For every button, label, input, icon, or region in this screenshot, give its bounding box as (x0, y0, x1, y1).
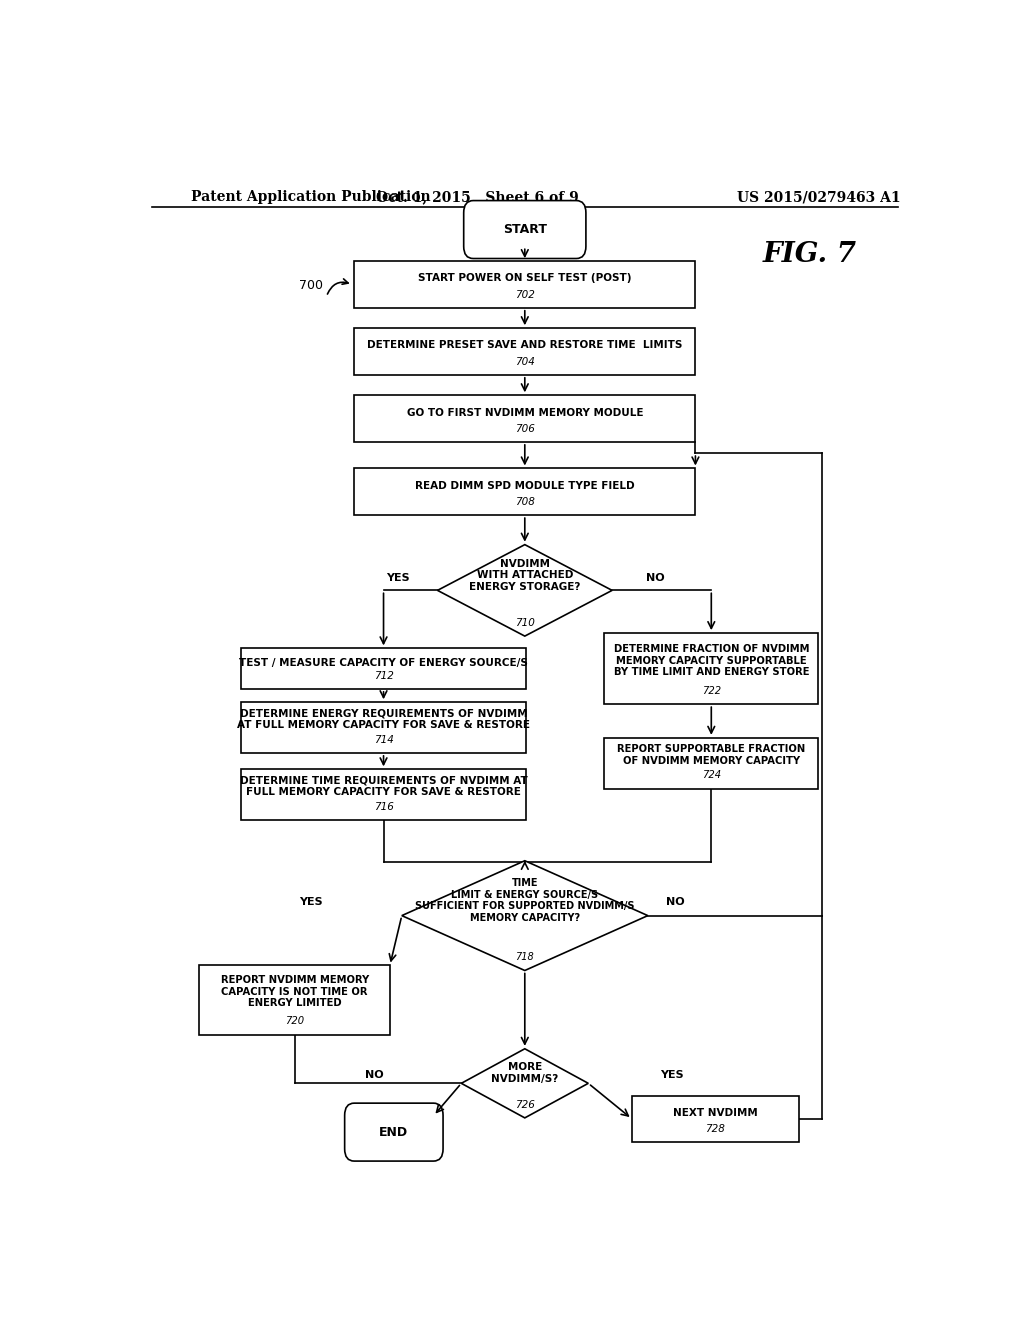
Text: REPORT NVDIMM MEMORY
CAPACITY IS NOT TIME OR
ENERGY LIMITED: REPORT NVDIMM MEMORY CAPACITY IS NOT TIM… (220, 975, 369, 1008)
Text: START POWER ON SELF TEST (POST): START POWER ON SELF TEST (POST) (418, 273, 632, 284)
Text: NVDIMM
WITH ATTACHED
ENERGY STORAGE?: NVDIMM WITH ATTACHED ENERGY STORAGE? (469, 558, 581, 591)
Text: NO: NO (365, 1071, 383, 1080)
Text: FIG. 7: FIG. 7 (763, 242, 857, 268)
Polygon shape (401, 861, 648, 970)
FancyBboxPatch shape (200, 965, 390, 1035)
Text: 712: 712 (374, 671, 393, 681)
Text: 704: 704 (515, 356, 535, 367)
Text: 720: 720 (285, 1016, 304, 1027)
Text: YES: YES (659, 1071, 683, 1080)
FancyBboxPatch shape (345, 1104, 443, 1162)
Text: GO TO FIRST NVDIMM MEMORY MODULE: GO TO FIRST NVDIMM MEMORY MODULE (407, 408, 643, 417)
Text: YES: YES (386, 573, 410, 583)
Text: 722: 722 (701, 686, 721, 696)
Text: END: END (379, 1126, 409, 1139)
FancyBboxPatch shape (241, 648, 526, 689)
Text: 726: 726 (515, 1100, 535, 1110)
FancyBboxPatch shape (354, 329, 695, 375)
FancyBboxPatch shape (354, 261, 695, 308)
Text: DETERMINE ENERGY REQUIREMENTS OF NVDIMM
AT FULL MEMORY CAPACITY FOR SAVE & RESTO: DETERMINE ENERGY REQUIREMENTS OF NVDIMM … (237, 709, 530, 730)
Text: 714: 714 (374, 735, 393, 744)
Polygon shape (437, 545, 612, 636)
Polygon shape (461, 1049, 588, 1118)
Text: NO: NO (667, 898, 685, 907)
Text: 700: 700 (299, 279, 323, 292)
Text: DETERMINE PRESET SAVE AND RESTORE TIME  LIMITS: DETERMINE PRESET SAVE AND RESTORE TIME L… (368, 341, 682, 350)
Text: REPORT SUPPORTABLE FRACTION
OF NVDIMM MEMORY CAPACITY: REPORT SUPPORTABLE FRACTION OF NVDIMM ME… (617, 744, 806, 766)
Text: 710: 710 (515, 618, 535, 628)
Text: 724: 724 (701, 771, 721, 780)
FancyBboxPatch shape (464, 201, 586, 259)
FancyBboxPatch shape (241, 702, 526, 752)
Text: 702: 702 (515, 289, 535, 300)
Text: NEXT NVDIMM: NEXT NVDIMM (673, 1107, 758, 1118)
Text: DETERMINE TIME REQUIREMENTS OF NVDIMM AT
FULL MEMORY CAPACITY FOR SAVE & RESTORE: DETERMINE TIME REQUIREMENTS OF NVDIMM AT… (240, 776, 527, 797)
Text: 708: 708 (515, 496, 535, 507)
FancyBboxPatch shape (604, 738, 818, 788)
Text: 728: 728 (706, 1125, 725, 1134)
Text: US 2015/0279463 A1: US 2015/0279463 A1 (736, 190, 900, 205)
Text: Oct. 1, 2015   Sheet 6 of 9: Oct. 1, 2015 Sheet 6 of 9 (376, 190, 579, 205)
Text: 718: 718 (515, 952, 535, 962)
FancyBboxPatch shape (354, 395, 695, 442)
Text: YES: YES (299, 898, 323, 907)
Text: TIME
LIMIT & ENERGY SOURCE/S
SUFFICIENT FOR SUPPORTED NVDIMM/S
MEMORY CAPACITY?: TIME LIMIT & ENERGY SOURCE/S SUFFICIENT … (415, 878, 635, 923)
Text: 706: 706 (515, 424, 535, 434)
Text: NO: NO (646, 573, 665, 583)
Text: 716: 716 (374, 801, 393, 812)
FancyBboxPatch shape (632, 1096, 799, 1142)
FancyBboxPatch shape (604, 634, 818, 704)
FancyBboxPatch shape (354, 469, 695, 515)
FancyBboxPatch shape (241, 770, 526, 820)
Text: MORE
NVDIMM/S?: MORE NVDIMM/S? (492, 1063, 558, 1084)
Text: DETERMINE FRACTION OF NVDIMM
MEMORY CAPACITY SUPPORTABLE
BY TIME LIMIT AND ENERG: DETERMINE FRACTION OF NVDIMM MEMORY CAPA… (613, 644, 809, 677)
Text: START: START (503, 223, 547, 236)
Text: TEST / MEASURE CAPACITY OF ENERGY SOURCE/S: TEST / MEASURE CAPACITY OF ENERGY SOURCE… (239, 657, 528, 668)
Text: Patent Application Publication: Patent Application Publication (191, 190, 431, 205)
Text: READ DIMM SPD MODULE TYPE FIELD: READ DIMM SPD MODULE TYPE FIELD (415, 480, 635, 491)
